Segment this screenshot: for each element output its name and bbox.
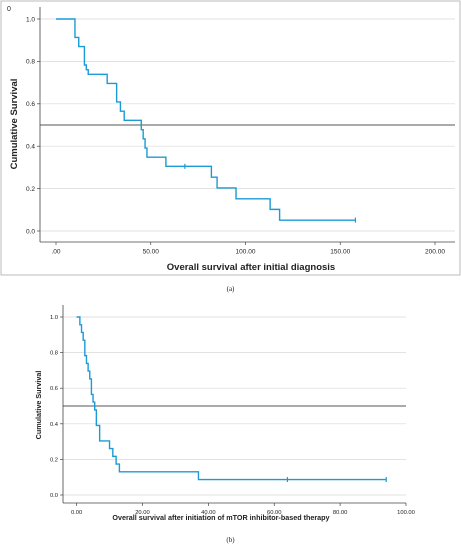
y-axis: 0.0 0.2 0.4 0.6 0.8 1.0: [50, 305, 64, 503]
x-tick-label: 80.00: [333, 510, 348, 516]
chart-a: 0 .00 50.00 100.00 150.00 200.00 0.00.20.40.…: [0, 0, 461, 276]
x-axis: 0.00 20.00 40.00 60.00 80.00 100.00: [63, 502, 415, 516]
y-tick-label: 1.0: [26, 16, 35, 23]
x-tick-label: 150.00: [330, 249, 350, 256]
x-tick-label: 100.00: [397, 510, 415, 516]
x-tick-label: 40.00: [201, 510, 216, 516]
chart-marker: 0: [7, 6, 11, 13]
grid-lines: [40, 18, 455, 232]
y-tick-label: 0.6: [26, 101, 35, 108]
y-axis-label: Cumulative Survival: [34, 371, 43, 440]
y-tick-label: 0.6: [50, 386, 58, 392]
caption-a: (a): [226, 285, 235, 293]
x-tick-label: 50.00: [143, 249, 160, 256]
x-axis: .00 50.00 100.00 150.00 200.00: [40, 241, 455, 256]
x-tick-label: .00: [51, 249, 60, 256]
y-tick-label: 0.0: [50, 493, 58, 499]
y-tick-label: 0.8: [50, 351, 58, 357]
km-step-line: [56, 18, 356, 221]
x-tick-label: 20.00: [135, 510, 150, 516]
km-step-line: [76, 316, 387, 481]
censor-marks: [184, 163, 357, 223]
censor-marks: [286, 477, 387, 483]
x-tick-label: 200.00: [425, 249, 445, 256]
y-axis: 0.0 0.2 0.4 0.6 0.8 1.0: [26, 7, 41, 242]
y-tick-label: 1.0: [50, 315, 58, 321]
y-tick-label: 0.8: [26, 59, 35, 66]
grid-lines: [63, 316, 406, 496]
y-tick-label: 0.2: [50, 457, 58, 463]
x-axis-label: Overall survival after initiation of mTO…: [112, 513, 329, 522]
y-tick-label: 0.4: [26, 143, 35, 150]
y-axis-label: Cumulative Survival: [9, 79, 20, 170]
caption-b: (b): [226, 536, 235, 544]
x-axis-label: Overall survival after initial diagnosis: [167, 262, 335, 273]
x-tick-label: 60.00: [267, 510, 282, 516]
y-tick-label: 0.4: [50, 422, 59, 428]
x-tick-label: 100.00: [236, 249, 256, 256]
y-tick-label: 0.2: [26, 186, 35, 193]
x-tick-label: 0.00: [71, 510, 82, 516]
survival-curve: [76, 316, 387, 481]
y-tick-label: 0.0: [26, 228, 35, 235]
chart-b: 0.00 20.00 40.00 60.00 80.00 100.00 0.0 0.2 0.4…: [34, 305, 415, 522]
plot-frame: [0, 0, 461, 276]
survival-curve: [56, 18, 356, 221]
